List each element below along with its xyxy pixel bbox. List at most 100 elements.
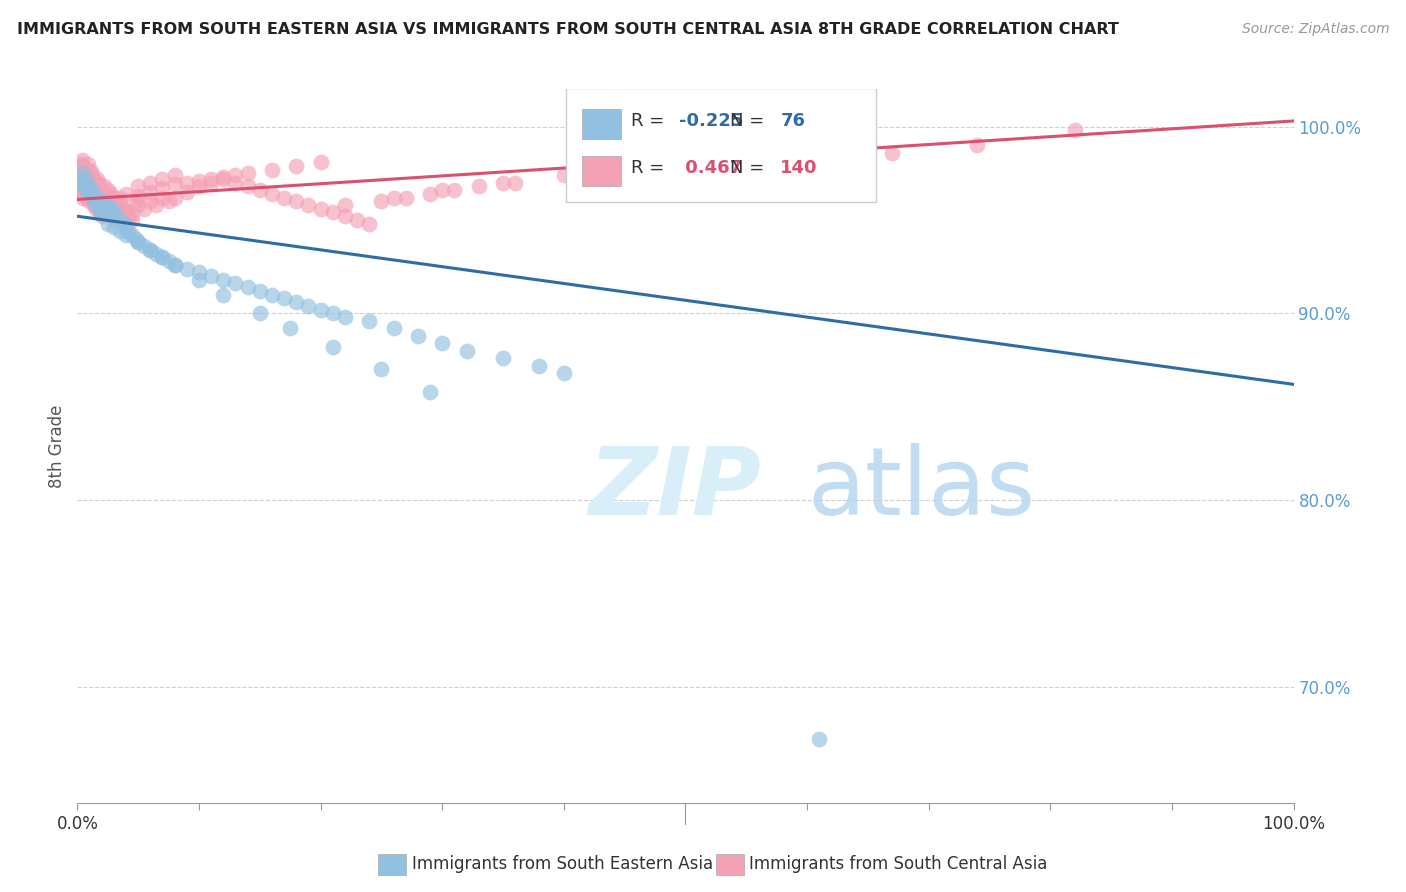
Point: [86, 194, 108, 209]
Point: [115, 205, 138, 219]
Point: [82, 194, 104, 209]
Point: [67, 183, 90, 197]
Point: [80, 185, 103, 199]
Point: [370, 194, 392, 209]
Point: [83, 194, 105, 209]
Point: [157, 194, 180, 209]
Point: [86, 172, 108, 186]
Point: [76, 168, 98, 182]
Point: [72, 174, 94, 188]
Point: [145, 198, 167, 212]
Point: [613, 161, 636, 175]
Point: [188, 174, 211, 188]
Point: [297, 198, 319, 212]
Point: [89, 205, 111, 219]
Text: R =: R =: [631, 112, 669, 130]
Point: [80, 168, 103, 182]
Point: [105, 194, 128, 209]
Point: [93, 194, 115, 209]
Point: [333, 198, 356, 212]
Point: [395, 190, 418, 204]
FancyBboxPatch shape: [582, 109, 621, 139]
Point: [152, 250, 174, 264]
Text: N =: N =: [731, 159, 770, 177]
Point: [105, 209, 128, 223]
Point: [212, 169, 235, 184]
Point: [139, 243, 162, 257]
Point: [80, 164, 103, 178]
Point: [80, 190, 103, 204]
Point: [127, 198, 149, 212]
Point: [77, 157, 100, 171]
Point: [176, 176, 198, 190]
Point: [69, 186, 91, 201]
Point: [72, 190, 94, 204]
Point: [69, 164, 91, 178]
Point: [75, 186, 97, 201]
Point: [285, 194, 308, 209]
Point: [115, 203, 138, 218]
Point: [90, 207, 112, 221]
Point: [125, 194, 148, 209]
Point: [273, 292, 295, 306]
Point: [224, 168, 246, 182]
Point: [75, 164, 97, 178]
Point: [1063, 123, 1085, 137]
Point: [127, 188, 149, 202]
Point: [73, 183, 96, 197]
Point: [260, 186, 283, 201]
Point: [108, 198, 131, 212]
Point: [224, 176, 246, 190]
Point: [121, 213, 143, 227]
Point: [163, 258, 186, 272]
Point: [492, 351, 515, 366]
Point: [176, 185, 198, 199]
Point: [224, 277, 246, 291]
Text: atlas: atlas: [807, 442, 1035, 535]
Point: [73, 161, 96, 175]
Point: [152, 172, 174, 186]
Point: [188, 273, 211, 287]
Point: [89, 198, 111, 212]
Point: [83, 181, 105, 195]
Point: [249, 284, 271, 298]
Point: [127, 235, 149, 250]
Point: [117, 224, 139, 238]
Point: [163, 178, 186, 192]
Point: [808, 732, 831, 747]
Point: [260, 162, 283, 177]
Point: [89, 188, 111, 202]
Point: [89, 185, 111, 199]
Point: [134, 239, 156, 253]
Point: [285, 159, 308, 173]
Point: [70, 162, 93, 177]
Point: [87, 198, 110, 212]
Point: [163, 258, 186, 272]
Point: [76, 174, 98, 188]
Text: 0.467: 0.467: [679, 159, 742, 177]
Point: [285, 295, 308, 310]
Point: [127, 235, 149, 250]
Point: [90, 193, 112, 207]
Point: [359, 314, 381, 328]
Point: [87, 181, 110, 195]
Point: [79, 178, 101, 192]
Point: [80, 174, 103, 188]
Point: [115, 186, 138, 201]
Point: [75, 172, 97, 186]
Point: [87, 194, 110, 209]
Point: [188, 265, 211, 279]
Text: 76: 76: [780, 112, 806, 130]
Point: [93, 179, 115, 194]
Point: [67, 161, 90, 175]
Point: [236, 179, 259, 194]
Point: [97, 217, 120, 231]
Point: [84, 185, 107, 199]
Point: [553, 168, 575, 182]
Point: [139, 185, 162, 199]
Point: [236, 280, 259, 294]
Point: [382, 321, 405, 335]
Point: [97, 198, 120, 212]
Point: [359, 217, 381, 231]
Point: [80, 169, 103, 184]
